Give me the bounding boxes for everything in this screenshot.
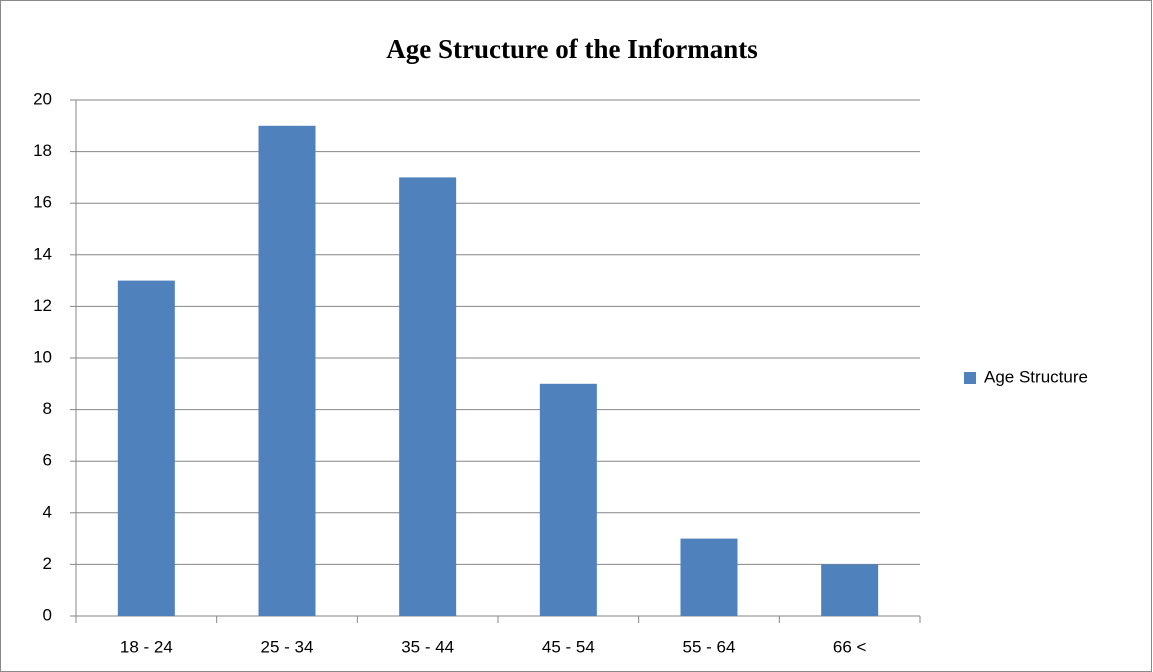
y-tick-label: 12 <box>33 296 52 315</box>
bar <box>539 383 597 616</box>
y-tick-label: 0 <box>43 605 52 624</box>
bar <box>117 280 175 616</box>
legend-swatch <box>964 372 976 384</box>
bar <box>821 564 879 616</box>
y-tick-label: 18 <box>33 141 52 160</box>
y-tick-label: 20 <box>33 89 52 108</box>
y-tick-label: 16 <box>33 193 52 212</box>
y-tick-label: 2 <box>43 554 52 573</box>
legend-label: Age Structure <box>984 367 1088 386</box>
x-tick-label: 25 - 34 <box>261 637 314 656</box>
bar <box>258 125 316 617</box>
y-tick-label: 14 <box>33 244 52 263</box>
bar <box>680 538 738 616</box>
y-tick-label: 6 <box>43 451 52 470</box>
bar <box>399 177 457 616</box>
x-tick-label: 55 - 64 <box>683 637 736 656</box>
y-tick-label: 8 <box>43 399 52 418</box>
chart-title: Age Structure of the Informants <box>386 34 757 64</box>
x-tick-label: 18 - 24 <box>120 637 173 656</box>
x-tick-label: 35 - 44 <box>401 637 454 656</box>
y-tick-label: 4 <box>43 502 52 521</box>
y-tick-label: 10 <box>33 347 52 366</box>
x-tick-label: 45 - 54 <box>542 637 595 656</box>
x-tick-label: 66 < <box>833 637 867 656</box>
